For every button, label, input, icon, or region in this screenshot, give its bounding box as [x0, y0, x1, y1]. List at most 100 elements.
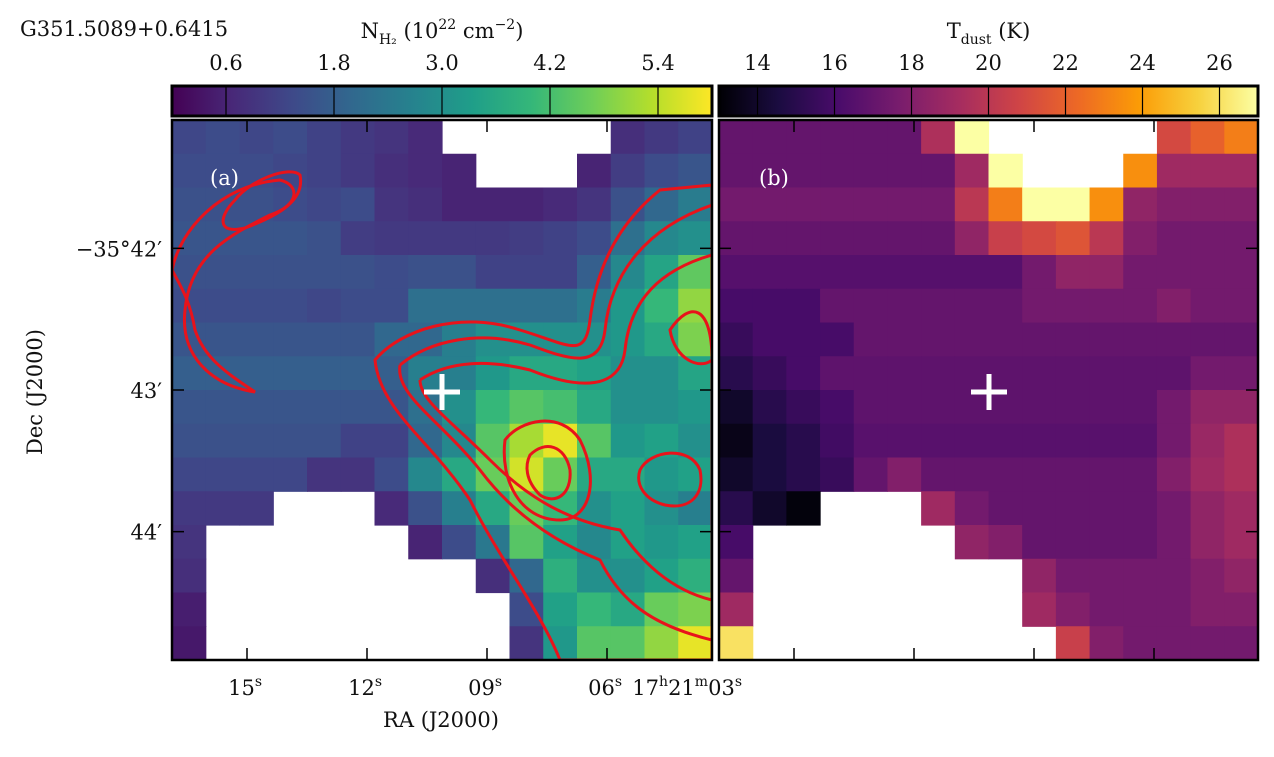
pixel	[1224, 457, 1259, 492]
pixel	[820, 390, 855, 425]
text-part: s	[495, 674, 502, 690]
pixel	[340, 356, 376, 391]
pixel	[1123, 221, 1158, 256]
pixel	[1022, 457, 1057, 492]
colorbar-tick-label: 26	[1206, 51, 1233, 75]
pixel	[1089, 626, 1124, 661]
pixel	[1055, 390, 1091, 425]
pixel	[1224, 322, 1259, 357]
pixel	[719, 187, 754, 222]
pixel	[374, 120, 409, 155]
pixel	[752, 187, 787, 222]
pixel	[273, 288, 308, 324]
pixel	[205, 255, 241, 290]
pixel	[752, 423, 787, 459]
maps	[172, 120, 1259, 661]
pixel	[172, 120, 207, 155]
pixel	[442, 491, 477, 526]
pixel	[374, 423, 409, 459]
pixel	[543, 558, 578, 594]
pixel	[307, 423, 342, 459]
pixel	[887, 153, 922, 189]
pixel	[820, 288, 855, 324]
pixel	[853, 356, 889, 391]
pixel	[172, 423, 207, 459]
pixel	[1224, 255, 1259, 290]
pixel	[475, 255, 511, 290]
pixel	[1156, 390, 1192, 425]
pixel	[1089, 322, 1124, 357]
pixel	[820, 356, 855, 391]
pixel	[205, 221, 241, 256]
text-part: s	[615, 674, 622, 690]
colorbar-tick-label: 18	[898, 51, 925, 75]
pixel	[239, 255, 274, 290]
pixel	[988, 525, 1023, 560]
pixel	[1156, 626, 1192, 661]
pixel	[442, 221, 477, 256]
pixel	[1190, 558, 1225, 594]
pixel	[988, 221, 1023, 256]
pixel	[1190, 457, 1225, 492]
pixel	[273, 423, 308, 459]
pixel	[1123, 491, 1158, 526]
pixel	[678, 120, 713, 155]
pixel	[509, 288, 544, 324]
pixel	[205, 322, 241, 357]
pixel	[678, 322, 713, 357]
pixel	[954, 322, 990, 357]
pixel	[374, 255, 409, 290]
pixel	[172, 153, 207, 189]
pixel	[543, 255, 578, 290]
pixel	[239, 120, 274, 155]
axes: (a)−35°42′43′44′15s 12s 09s 06s 17h21m03s0.6…	[76, 17, 1260, 700]
pixel	[543, 187, 578, 222]
pixel	[719, 390, 754, 425]
pixel	[752, 153, 787, 189]
pixel	[887, 390, 922, 425]
pixel	[954, 423, 990, 459]
pixel	[1022, 221, 1057, 256]
pixel	[543, 390, 578, 425]
pixel	[239, 221, 274, 256]
pixel	[921, 221, 956, 256]
pixel	[408, 221, 443, 256]
pixel	[1022, 390, 1057, 425]
panel-label: (b)	[759, 166, 789, 190]
contours	[172, 170, 712, 660]
pixel	[307, 457, 342, 492]
pixel	[1055, 525, 1091, 560]
pixel	[172, 390, 207, 425]
pixel	[1022, 592, 1057, 627]
pixel	[543, 592, 578, 627]
pixel	[1190, 525, 1225, 560]
pixel	[1055, 423, 1091, 459]
pixel	[509, 221, 544, 256]
pixel	[1190, 626, 1225, 661]
pixel	[719, 221, 754, 256]
pixel	[1156, 322, 1192, 357]
pixel	[610, 120, 646, 155]
pixel	[853, 390, 889, 425]
pixel	[988, 457, 1023, 492]
colorbar-title: Tdust (K)	[947, 19, 1031, 48]
pixel	[1156, 255, 1192, 290]
pixel	[678, 221, 713, 256]
pixel	[988, 322, 1023, 357]
y-tick-label: 43′	[131, 379, 163, 403]
contour	[637, 451, 703, 508]
text-part: N	[361, 19, 379, 43]
pixel	[475, 187, 511, 222]
pixel	[644, 356, 679, 391]
pixel	[374, 491, 409, 526]
pixel	[239, 288, 274, 324]
pixel	[374, 457, 409, 492]
pixel	[1224, 120, 1259, 155]
pixel	[239, 491, 274, 526]
pixel	[887, 457, 922, 492]
pixel	[543, 626, 578, 661]
pixel	[678, 288, 713, 324]
pixel	[853, 221, 889, 256]
pixel	[786, 187, 821, 222]
